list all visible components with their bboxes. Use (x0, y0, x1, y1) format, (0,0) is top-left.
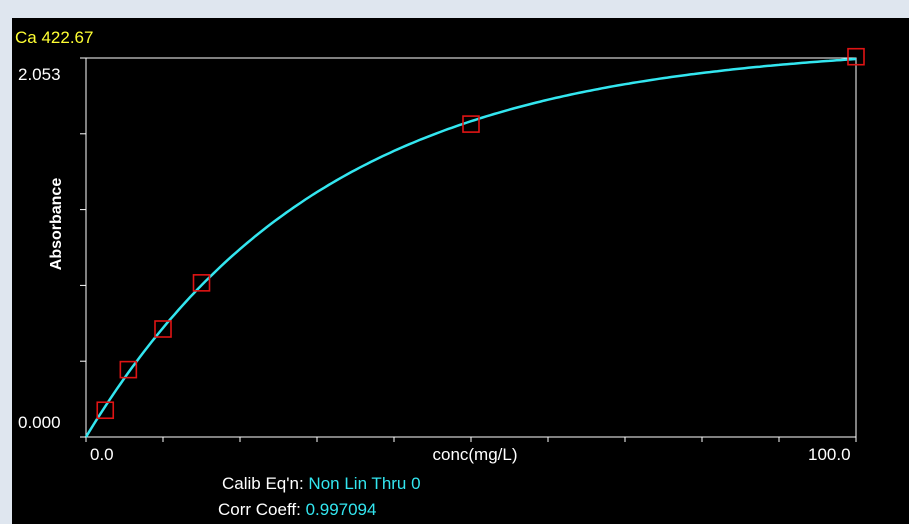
data-point-marker (462, 115, 480, 133)
chart-title: Ca 422.67 (15, 28, 93, 47)
x-tick-label-right: 100.0 (808, 445, 851, 464)
axes (85, 57, 857, 438)
data-point-marker (119, 360, 138, 379)
calibration-panel (12, 18, 909, 524)
corr-coeff: Corr Coeff: 0.997094 (218, 500, 376, 520)
calibration-curve (84, 57, 857, 438)
data-point-marker (154, 320, 172, 338)
calib-equation-label: Calib Eq'n: (222, 474, 304, 493)
y-tick-label-top: 2.053 (18, 65, 61, 84)
y-tick-label-bottom: 0.000 (18, 413, 61, 432)
data-point-marker (96, 401, 115, 420)
data-points (96, 47, 865, 420)
x-axis-label: conc(mg/L) (432, 445, 517, 464)
data-point-marker (192, 274, 211, 292)
corr-coeff-value: 0.997094 (305, 500, 377, 519)
x-tick-label-left: 0.0 (90, 445, 114, 464)
ticks (80, 57, 857, 442)
data-point-marker (847, 47, 865, 66)
calib-equation: Calib Eq'n: Non Lin Thru 0 (222, 474, 421, 494)
plot-border (85, 57, 857, 438)
y-axis-label: Absorbance (48, 178, 65, 271)
calib-equation-value: Non Lin Thru 0 (308, 474, 421, 493)
corr-coeff-label: Corr Coeff: (218, 500, 301, 519)
